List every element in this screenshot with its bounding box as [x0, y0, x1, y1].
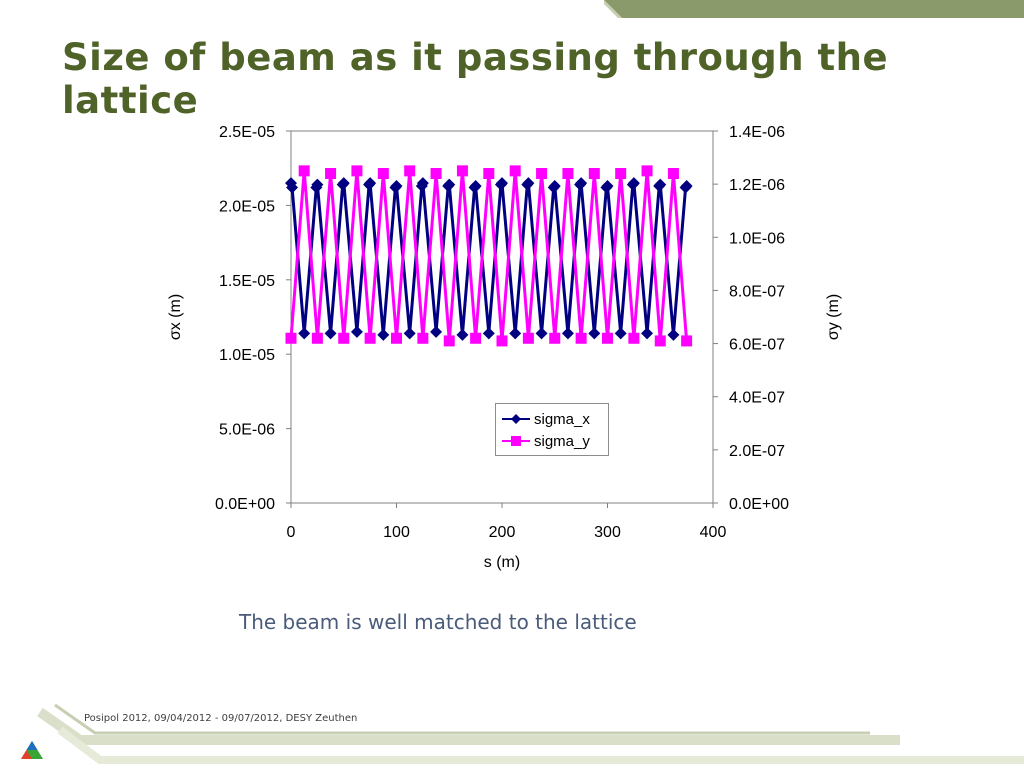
data-point-sigma-x: [430, 325, 443, 338]
data-point-sigma-y: [391, 332, 402, 344]
footer-decoration: [37, 703, 1024, 764]
footer-text: Posipol 2012, 09/04/2012 - 09/07/2012, D…: [84, 713, 358, 724]
y-left-tick-label: 0.0E+00: [215, 496, 275, 513]
data-point-sigma-x: [496, 177, 508, 190]
data-point-sigma-x: [627, 177, 640, 190]
legend-item-sigma-y: sigma_y: [502, 431, 590, 451]
data-point-sigma-y: [681, 335, 693, 347]
data-point-sigma-x: [654, 178, 667, 191]
institution-logo: [21, 741, 43, 759]
data-point-sigma-y: [641, 165, 653, 177]
y-left-tick-label: 2.5E-05: [219, 124, 275, 141]
data-point-sigma-x: [469, 180, 482, 193]
data-point-sigma-y: [470, 332, 482, 344]
chart-legend: sigma_x sigma_y: [495, 403, 609, 456]
data-point-sigma-y: [338, 332, 350, 344]
data-point-sigma-y: [536, 168, 548, 180]
data-point-sigma-y: [496, 335, 508, 347]
y-right-tick-label: 1.2E-06: [729, 177, 785, 194]
data-point-sigma-x: [482, 327, 495, 340]
data-point-sigma-x: [350, 325, 363, 338]
data-point-sigma-x: [614, 327, 627, 340]
data-point-sigma-y: [509, 165, 521, 177]
data-point-sigma-y: [562, 168, 574, 180]
data-point-sigma-x: [416, 177, 429, 190]
legend-item-sigma-x: sigma_x: [502, 409, 590, 429]
data-point-sigma-y: [602, 332, 613, 344]
data-point-sigma-x: [311, 178, 324, 191]
legend-label-sigma-x: sigma_x: [534, 410, 590, 428]
x-tick-label: 300: [594, 524, 621, 541]
y-right-tick-label: 8.0E-07: [729, 283, 785, 300]
data-point-sigma-y: [456, 165, 468, 177]
data-point-sigma-x: [548, 180, 561, 193]
data-point-sigma-x: [601, 180, 614, 193]
y-right-tick-label: 0.0E+00: [729, 496, 789, 513]
y-right-tick-label: 1.0E-06: [729, 230, 785, 247]
data-point-sigma-x: [680, 180, 693, 193]
slide-caption: The beam is well matched to the lattice: [239, 610, 637, 634]
data-point-sigma-y: [654, 335, 666, 347]
data-point-sigma-x: [337, 177, 350, 190]
y-right-tick-label: 6.0E-07: [729, 337, 785, 354]
data-point-sigma-y: [377, 168, 389, 180]
legend-marker-sigma-x: [502, 414, 530, 424]
data-point-sigma-y: [298, 165, 310, 177]
data-point-sigma-x: [298, 327, 311, 340]
data-point-sigma-y: [351, 165, 363, 177]
y-right-axis-title: σy (m): [825, 294, 842, 340]
chart: 0.0E+00 5.0E-06 1.0E-05 1.5E-05 2.0E-05 2.5E-…: [167, 124, 842, 571]
y-right-tick-label: 1.4E-06: [729, 124, 785, 141]
data-point-sigma-x: [403, 327, 416, 340]
data-point-sigma-x: [561, 327, 574, 340]
data-point-sigma-y: [575, 332, 587, 344]
y-left-tick-label: 1.0E-05: [219, 347, 275, 364]
data-point-sigma-x: [286, 181, 299, 194]
data-point-sigma-x: [588, 327, 601, 340]
legend-marker-sigma-y: [502, 436, 530, 446]
data-point-sigma-x: [522, 177, 535, 190]
data-point-sigma-y: [404, 165, 416, 177]
data-point-sigma-y: [615, 168, 627, 180]
data-point-sigma-x: [443, 178, 456, 191]
data-point-sigma-x: [377, 328, 390, 341]
data-point-sigma-y: [667, 168, 679, 180]
data-point-sigma-y: [364, 332, 376, 344]
x-axis-title: s (m): [484, 554, 520, 571]
data-point-sigma-y: [549, 332, 561, 344]
data-point-sigma-x: [364, 177, 377, 190]
data-point-sigma-y: [443, 335, 455, 347]
legend-label-sigma-y: sigma_y: [534, 432, 590, 450]
x-tick-label: 100: [383, 524, 410, 541]
page-title: Size of beam as it passing through the l…: [62, 36, 889, 122]
y-left-tick-label: 5.0E-06: [219, 422, 275, 439]
data-point-sigma-y: [522, 332, 534, 344]
data-point-sigma-x: [641, 327, 654, 340]
x-tick-label: 200: [489, 524, 516, 541]
data-point-sigma-y: [285, 332, 297, 344]
y-left-tick-label: 2.0E-05: [219, 198, 275, 215]
data-point-sigma-y: [628, 332, 640, 344]
y-left-axis-title: σx (m): [167, 294, 184, 340]
data-point-sigma-x: [535, 327, 548, 340]
data-point-sigma-y: [483, 168, 495, 180]
x-tick-label: 0: [287, 524, 296, 541]
data-point-sigma-x: [324, 327, 337, 340]
data-point-sigma-y: [430, 168, 442, 180]
data-point-sigma-y: [325, 168, 337, 180]
data-point-sigma-y: [417, 332, 429, 344]
y-right-tick-label: 2.0E-07: [729, 443, 785, 460]
data-point-sigma-x: [390, 180, 403, 193]
corner-decoration: [604, 0, 1024, 18]
data-point-sigma-x: [667, 328, 680, 341]
data-point-sigma-x: [509, 327, 522, 340]
data-point-sigma-y: [311, 332, 323, 344]
y-right-tick-label: 4.0E-07: [729, 390, 785, 407]
data-point-sigma-x: [575, 177, 588, 190]
y-left-tick-label: 1.5E-05: [219, 273, 275, 290]
data-point-sigma-y: [588, 168, 600, 180]
x-tick-label: 400: [700, 524, 727, 541]
data-point-sigma-x: [456, 328, 469, 341]
